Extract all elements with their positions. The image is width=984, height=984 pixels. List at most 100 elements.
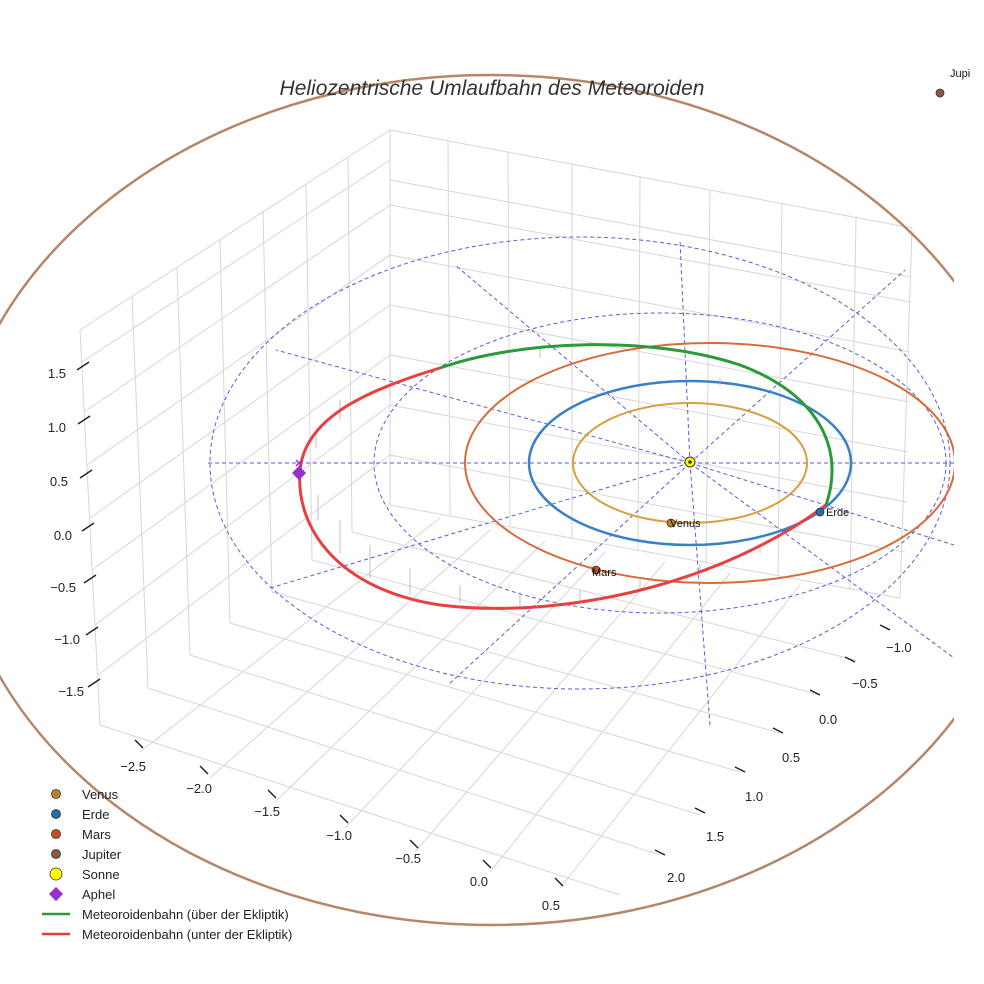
grid-line [344, 551, 606, 829]
y-tick-mark [809, 689, 821, 696]
grid-line [414, 561, 666, 853]
legend-earth-marker [51, 809, 61, 819]
jupiter-marker [935, 88, 945, 98]
x-tick-mark [409, 839, 419, 849]
y-tick-mark [654, 849, 666, 856]
grid-line [229, 622, 741, 773]
x-tick-mark [267, 789, 277, 799]
grid-line [86, 254, 391, 466]
grid-line [389, 129, 913, 229]
legend-venus-label: Venus [82, 787, 119, 802]
legend-mars-marker [51, 829, 61, 839]
venus-label: Venus [670, 518, 701, 530]
legend-jupiter-label: Jupiter [82, 847, 122, 862]
legend-venus-marker [51, 789, 61, 799]
legend-orbit-above-label: Meteoroidenbahn (über der Ekliptik) [82, 907, 289, 922]
mars-orbit [464, 342, 954, 584]
y-tick-label: −0.5 [852, 676, 878, 691]
grid-line [447, 140, 451, 516]
x-tick-mark [199, 765, 209, 775]
y-tick-labels: −1.0 −0.5 0.0 0.5 1.0 1.5 2.0 [667, 640, 912, 885]
y-tick-mark [879, 624, 891, 631]
z-tick-mark [76, 361, 90, 371]
grid-line [274, 540, 546, 803]
sun-center [688, 460, 692, 464]
y-tick-label: 2.0 [667, 870, 685, 885]
x-tick-label: −2.5 [120, 759, 146, 774]
z-tick-label: −1.5 [58, 684, 84, 699]
x-tick-labels: −2.5 −2.0 −1.5 −1.0 −0.5 0.0 0.5 [120, 759, 560, 913]
legend-sun-marker [49, 867, 63, 881]
y-tick-label: 0.5 [782, 750, 800, 765]
x-tick-label: −1.5 [254, 804, 280, 819]
grid-line [81, 159, 391, 363]
ecliptic-ref-spoke [689, 462, 954, 546]
z-tick-labels: 1.5 1.0 0.5 0.0 −0.5 −1.0 −1.5 [48, 366, 84, 699]
grid-line [507, 151, 511, 528]
y-tick-mark [694, 807, 706, 814]
mars-marker [591, 565, 601, 575]
z-tick-label: 1.5 [48, 366, 66, 381]
legend: Venus Erde Mars Jupiter Sonne Aphel Mete… [42, 787, 292, 942]
legend-mars-label: Mars [82, 827, 111, 842]
grid-line [189, 654, 701, 816]
x-tick-mark [482, 859, 492, 869]
grid-line [305, 184, 313, 561]
aphel-cross-marker [295, 459, 303, 467]
earth-label: Erde [826, 507, 849, 519]
venus-orbit [572, 402, 808, 524]
grid-line [147, 687, 661, 856]
x-tick-label: −1.0 [326, 828, 352, 843]
grid-line [389, 354, 909, 453]
grid-line [777, 202, 783, 578]
earth-orbit [527, 379, 853, 547]
grid-line [389, 454, 906, 553]
y-tick-mark [772, 727, 784, 734]
meteoroid-orbit-above [439, 343, 834, 506]
grid-line [389, 254, 911, 353]
z-tick-mark [87, 678, 101, 688]
x-tick-mark [554, 877, 564, 887]
y-tick-label: 1.0 [745, 789, 763, 804]
ecliptic-ref-spoke [275, 349, 691, 464]
z-tick-label: −0.5 [50, 580, 76, 595]
grid-line [94, 404, 391, 626]
grid-line [637, 176, 641, 552]
z-tick-mark [79, 469, 93, 479]
ecliptic-ref-spoke [689, 269, 906, 464]
ecliptic-ref-spoke [269, 462, 691, 589]
x-tick-label: −0.5 [395, 851, 421, 866]
y-tick-label: 1.5 [706, 829, 724, 844]
grid-line [849, 215, 857, 591]
grid-line [83, 204, 391, 413]
grid-line [389, 404, 908, 503]
meteoroid-orbit-below [298, 366, 827, 610]
grid-line [89, 304, 391, 519]
grid-line [219, 239, 231, 624]
grid-line [389, 304, 910, 403]
legend-jupiter-marker [51, 849, 61, 859]
z-tick-label: −1.0 [54, 632, 80, 647]
grid-line [97, 454, 391, 676]
grid-line [489, 572, 731, 873]
axis-ticks [76, 361, 891, 887]
grid-line [351, 531, 856, 661]
grid-line [131, 295, 149, 689]
y-tick-label: 0.0 [819, 712, 837, 727]
y-tick-mark [734, 766, 746, 773]
grid-line [99, 724, 621, 896]
grid-line [389, 504, 901, 599]
grid-line [79, 329, 101, 726]
grid-line [176, 266, 191, 656]
mars-label: Mars [592, 567, 617, 579]
legend-earth-label: Erde [82, 807, 109, 822]
grid-line [389, 204, 912, 303]
z-tick-mark [83, 574, 97, 584]
y-tick-label: −1.0 [886, 640, 912, 655]
earth-marker [815, 507, 825, 517]
legend-aphel-label: Aphel [82, 887, 115, 902]
legend-aphel-marker [48, 886, 64, 902]
z-tick-label: 0.5 [50, 474, 68, 489]
grid-line [262, 211, 273, 593]
